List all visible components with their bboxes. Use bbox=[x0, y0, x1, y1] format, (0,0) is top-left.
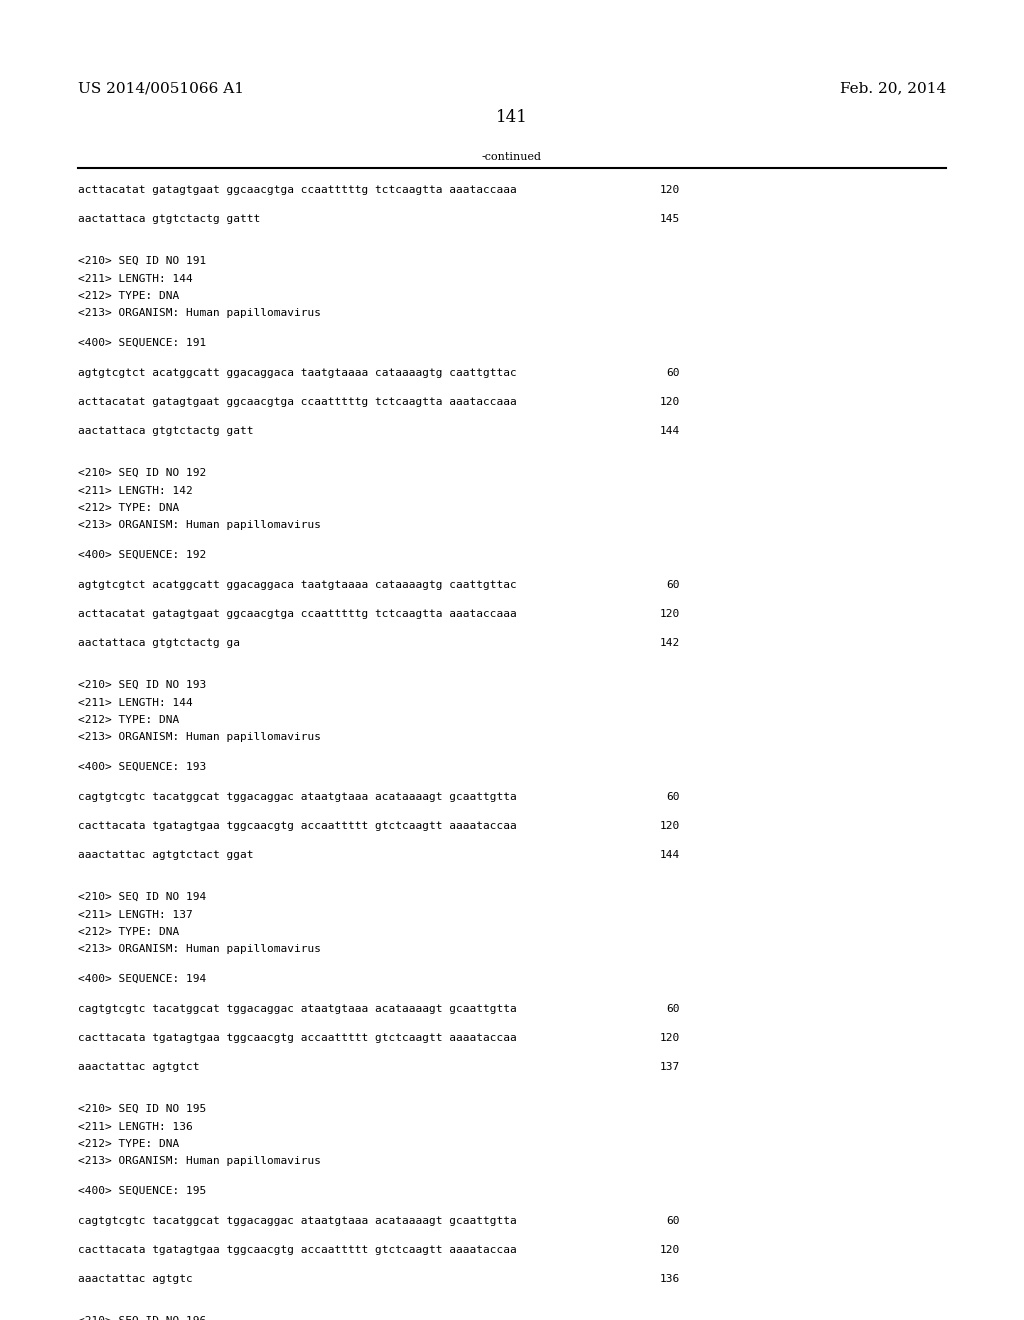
Text: cagtgtcgtc tacatggcat tggacaggac ataatgtaaa acataaaagt gcaattgtta: cagtgtcgtc tacatggcat tggacaggac ataatgt… bbox=[78, 792, 517, 801]
Text: 120: 120 bbox=[659, 185, 680, 195]
Text: agtgtcgtct acatggcatt ggacaggaca taatgtaaaa cataaaagtg caattgttac: agtgtcgtct acatggcatt ggacaggaca taatgta… bbox=[78, 367, 517, 378]
Text: <400> SEQUENCE: 195: <400> SEQUENCE: 195 bbox=[78, 1185, 206, 1196]
Text: 137: 137 bbox=[659, 1063, 680, 1072]
Text: 120: 120 bbox=[659, 397, 680, 407]
Text: <400> SEQUENCE: 194: <400> SEQUENCE: 194 bbox=[78, 974, 206, 983]
Text: 120: 120 bbox=[659, 1245, 680, 1255]
Text: 142: 142 bbox=[659, 639, 680, 648]
Text: cacttacata tgatagtgaa tggcaacgtg accaattttt gtctcaagtt aaaataccaa: cacttacata tgatagtgaa tggcaacgtg accaatt… bbox=[78, 1034, 517, 1043]
Text: aaactattac agtgtct: aaactattac agtgtct bbox=[78, 1063, 200, 1072]
Text: acttacatat gatagtgaat ggcaacgtga ccaatttttg tctcaagtta aaataccaaa: acttacatat gatagtgaat ggcaacgtga ccaattt… bbox=[78, 609, 517, 619]
Text: 60: 60 bbox=[667, 579, 680, 590]
Text: aaactattac agtgtc: aaactattac agtgtc bbox=[78, 1275, 193, 1284]
Text: aactattaca gtgtctactg ga: aactattaca gtgtctactg ga bbox=[78, 639, 240, 648]
Text: 60: 60 bbox=[667, 1216, 680, 1225]
Text: aaactattac agtgtctact ggat: aaactattac agtgtctact ggat bbox=[78, 850, 254, 861]
Text: <210> SEQ ID NO 192: <210> SEQ ID NO 192 bbox=[78, 469, 206, 478]
Text: US 2014/0051066 A1: US 2014/0051066 A1 bbox=[78, 81, 244, 95]
Text: 144: 144 bbox=[659, 426, 680, 437]
Text: <210> SEQ ID NO 196: <210> SEQ ID NO 196 bbox=[78, 1316, 206, 1320]
Text: <212> TYPE: DNA: <212> TYPE: DNA bbox=[78, 715, 179, 725]
Text: <213> ORGANISM: Human papillomavirus: <213> ORGANISM: Human papillomavirus bbox=[78, 520, 321, 531]
Text: <211> LENGTH: 136: <211> LENGTH: 136 bbox=[78, 1122, 193, 1131]
Text: 120: 120 bbox=[659, 821, 680, 832]
Text: <212> TYPE: DNA: <212> TYPE: DNA bbox=[78, 503, 179, 513]
Text: -continued: -continued bbox=[482, 152, 542, 162]
Text: 60: 60 bbox=[667, 1003, 680, 1014]
Text: <210> SEQ ID NO 193: <210> SEQ ID NO 193 bbox=[78, 680, 206, 690]
Text: 60: 60 bbox=[667, 367, 680, 378]
Text: <211> LENGTH: 142: <211> LENGTH: 142 bbox=[78, 486, 193, 495]
Text: <211> LENGTH: 137: <211> LENGTH: 137 bbox=[78, 909, 193, 920]
Text: <213> ORGANISM: Human papillomavirus: <213> ORGANISM: Human papillomavirus bbox=[78, 1156, 321, 1167]
Text: <400> SEQUENCE: 191: <400> SEQUENCE: 191 bbox=[78, 338, 206, 348]
Text: aactattaca gtgtctactg gatt: aactattaca gtgtctactg gatt bbox=[78, 426, 254, 437]
Text: 136: 136 bbox=[659, 1275, 680, 1284]
Text: <210> SEQ ID NO 194: <210> SEQ ID NO 194 bbox=[78, 892, 206, 902]
Text: cagtgtcgtc tacatggcat tggacaggac ataatgtaaa acataaaagt gcaattgtta: cagtgtcgtc tacatggcat tggacaggac ataatgt… bbox=[78, 1003, 517, 1014]
Text: <213> ORGANISM: Human papillomavirus: <213> ORGANISM: Human papillomavirus bbox=[78, 733, 321, 742]
Text: cacttacata tgatagtgaa tggcaacgtg accaattttt gtctcaagtt aaaataccaa: cacttacata tgatagtgaa tggcaacgtg accaatt… bbox=[78, 1245, 517, 1255]
Text: acttacatat gatagtgaat ggcaacgtga ccaatttttg tctcaagtta aaataccaaa: acttacatat gatagtgaat ggcaacgtga ccaattt… bbox=[78, 185, 517, 195]
Text: <213> ORGANISM: Human papillomavirus: <213> ORGANISM: Human papillomavirus bbox=[78, 945, 321, 954]
Text: <213> ORGANISM: Human papillomavirus: <213> ORGANISM: Human papillomavirus bbox=[78, 309, 321, 318]
Text: agtgtcgtct acatggcatt ggacaggaca taatgtaaaa cataaaagtg caattgttac: agtgtcgtct acatggcatt ggacaggaca taatgta… bbox=[78, 579, 517, 590]
Text: <400> SEQUENCE: 193: <400> SEQUENCE: 193 bbox=[78, 762, 206, 772]
Text: aactattaca gtgtctactg gattt: aactattaca gtgtctactg gattt bbox=[78, 214, 260, 224]
Text: <212> TYPE: DNA: <212> TYPE: DNA bbox=[78, 290, 179, 301]
Text: <210> SEQ ID NO 195: <210> SEQ ID NO 195 bbox=[78, 1104, 206, 1114]
Text: Feb. 20, 2014: Feb. 20, 2014 bbox=[840, 81, 946, 95]
Text: cacttacata tgatagtgaa tggcaacgtg accaattttt gtctcaagtt aaaataccaa: cacttacata tgatagtgaa tggcaacgtg accaatt… bbox=[78, 821, 517, 832]
Text: 145: 145 bbox=[659, 214, 680, 224]
Text: acttacatat gatagtgaat ggcaacgtga ccaatttttg tctcaagtta aaataccaaa: acttacatat gatagtgaat ggcaacgtga ccaattt… bbox=[78, 397, 517, 407]
Text: <211> LENGTH: 144: <211> LENGTH: 144 bbox=[78, 273, 193, 284]
Text: <400> SEQUENCE: 192: <400> SEQUENCE: 192 bbox=[78, 550, 206, 560]
Text: 141: 141 bbox=[496, 110, 528, 127]
Text: cagtgtcgtc tacatggcat tggacaggac ataatgtaaa acataaaagt gcaattgtta: cagtgtcgtc tacatggcat tggacaggac ataatgt… bbox=[78, 1216, 517, 1225]
Text: 144: 144 bbox=[659, 850, 680, 861]
Text: <212> TYPE: DNA: <212> TYPE: DNA bbox=[78, 1139, 179, 1148]
Text: <212> TYPE: DNA: <212> TYPE: DNA bbox=[78, 927, 179, 937]
Text: 120: 120 bbox=[659, 609, 680, 619]
Text: 60: 60 bbox=[667, 792, 680, 801]
Text: <211> LENGTH: 144: <211> LENGTH: 144 bbox=[78, 697, 193, 708]
Text: 120: 120 bbox=[659, 1034, 680, 1043]
Text: <210> SEQ ID NO 191: <210> SEQ ID NO 191 bbox=[78, 256, 206, 267]
